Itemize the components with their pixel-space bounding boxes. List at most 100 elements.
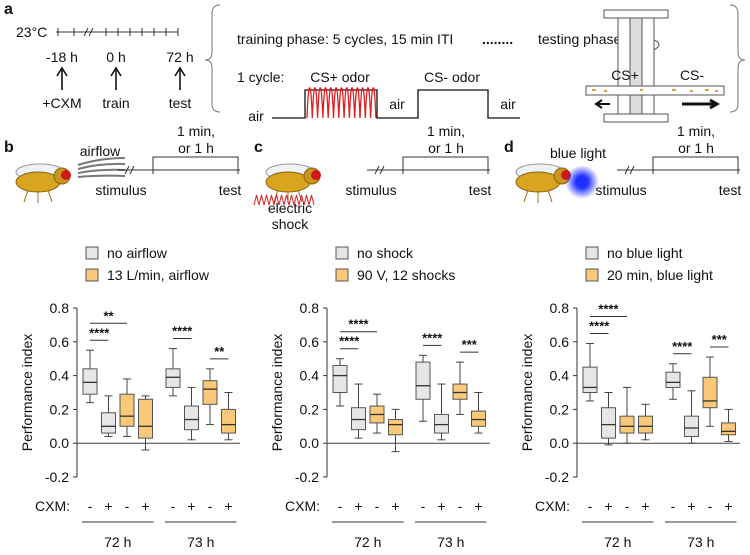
event: test [169, 95, 192, 111]
x-tick-label: - [338, 498, 343, 514]
significance-label: **** [672, 339, 693, 354]
significance-label: *** [462, 337, 478, 352]
delay-label: 1 min, [677, 123, 715, 139]
panel-label: c [254, 139, 263, 156]
maze-flange [603, 9, 669, 19]
x-tick-label: - [588, 498, 593, 514]
cs-plus: CS+ [611, 67, 639, 83]
legend-swatch [335, 246, 349, 260]
x-tick-label: - [88, 498, 93, 514]
y-tick-label: 0.4 [300, 368, 320, 384]
x-tick-label: + [391, 498, 399, 514]
panel: d blue light 1 min,or 1 h stimulus test no bl… [504, 123, 741, 550]
x-tick-label: + [604, 498, 612, 514]
box [619, 415, 635, 434]
stimulus-label: blue light [550, 145, 606, 161]
y-tick-label: 0.0 [300, 435, 320, 451]
box [332, 364, 348, 393]
significance-label: *** [712, 332, 728, 347]
arrow-left [594, 99, 610, 109]
box [351, 407, 366, 431]
fly-legs [523, 189, 553, 203]
legend-label: no shock [357, 245, 414, 261]
temperature: 23°C [16, 24, 47, 40]
y-tick-label: 0.2 [550, 401, 570, 417]
air: air [389, 96, 405, 112]
box [702, 376, 718, 409]
airflow-lines [77, 157, 126, 178]
y-axis-label: Performance index [519, 334, 535, 452]
delay-bracket [402, 156, 489, 170]
y-tick-label: -0.2 [545, 469, 569, 485]
group-label: 73 h [687, 534, 714, 550]
x-tick-label: - [171, 498, 176, 514]
legend-swatch [335, 268, 349, 282]
fly-body [15, 171, 61, 193]
y-tick-label: -0.2 [295, 469, 319, 485]
timepoint: 0 h [106, 49, 125, 65]
maze-slider [629, 17, 643, 115]
blue-light [565, 165, 599, 199]
delay-bracket [652, 156, 739, 170]
significance-label: **** [172, 324, 193, 339]
timeline [617, 165, 740, 174]
box [638, 415, 653, 434]
event: train [102, 95, 129, 111]
legend-swatch [85, 246, 99, 260]
stimulus-label: electric [268, 200, 312, 216]
x-tick-label: - [125, 498, 130, 514]
y-axis-label: Performance index [269, 334, 285, 452]
x-tick-label: - [458, 498, 463, 514]
y-tick-label: 0.2 [50, 401, 70, 417]
legend-label: 20 min, blue light [607, 267, 713, 283]
panel-label: a [4, 1, 13, 18]
x-tick-label: + [187, 498, 195, 514]
box [184, 405, 199, 431]
break [124, 165, 135, 175]
stimulus-label: airflow [80, 143, 121, 159]
timepoint: 72 h [166, 49, 193, 65]
box [452, 383, 468, 400]
y-tick-label: 0.0 [50, 435, 70, 451]
panel-label: d [504, 139, 514, 156]
timeline-label: stimulus [95, 182, 146, 198]
legend-swatch [85, 268, 99, 282]
box [471, 410, 486, 427]
y-tick-label: 0.8 [550, 300, 570, 316]
timeline-label: test [469, 182, 492, 198]
group-label: 73 h [437, 534, 464, 550]
x-tick-label: - [421, 498, 426, 514]
delay-label: or 1 h [428, 140, 464, 156]
timeline [367, 165, 490, 174]
x-tick-label: + [474, 498, 482, 514]
x-tick-label: - [208, 498, 213, 514]
box [721, 422, 736, 436]
significance-label: **** [589, 318, 610, 333]
timeline-label: test [219, 182, 242, 198]
legend-label: no blue light [607, 245, 683, 261]
y-axis-label: Performance index [19, 334, 35, 452]
box [101, 412, 116, 434]
x-tick-label: + [724, 498, 732, 514]
maze-flange [603, 113, 669, 123]
air: air [248, 108, 264, 124]
dots: ........ [482, 31, 513, 47]
y-tick-label: 0.6 [550, 334, 570, 350]
fly-eye [61, 170, 71, 180]
timeline-label: stimulus [345, 182, 396, 198]
group-label: 73 h [187, 534, 214, 550]
waveform [272, 89, 520, 119]
x-tick-label: - [671, 498, 676, 514]
legend-swatch [585, 246, 599, 260]
delay-label: or 1 h [678, 140, 714, 156]
timeline-label: stimulus [595, 182, 646, 198]
group-label: 72 h [354, 534, 381, 550]
arrow-right [682, 98, 721, 110]
testing: testing phase [538, 31, 621, 47]
y-tick-label: 0.6 [300, 334, 320, 350]
brace [204, 4, 221, 113]
maze-handle [653, 39, 660, 51]
